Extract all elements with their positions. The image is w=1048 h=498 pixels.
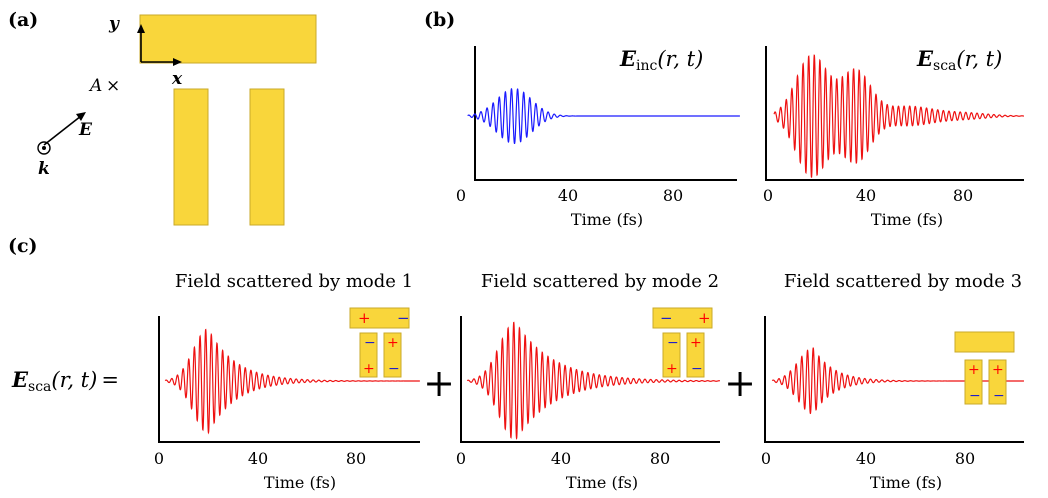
- chart-b-right-title: Esca(r, t): [916, 46, 1002, 74]
- left-rod-antenna: [173, 88, 209, 226]
- e-field-label: E: [78, 120, 93, 140]
- m3-rodR-bot: −: [993, 388, 1005, 404]
- b-left-xtick-80: 80: [663, 186, 683, 205]
- mode-3-charge-inset: + − + −: [954, 331, 1015, 405]
- c-lhs-equals: =: [101, 368, 119, 392]
- c2-xtick-80: 80: [650, 449, 670, 468]
- axis-y-label: y: [108, 14, 120, 34]
- chart-c3-series-line: [771, 347, 1024, 415]
- b-right-xtick-40: 40: [856, 186, 876, 205]
- c2-title: Field scattered by mode 2: [481, 271, 719, 292]
- b-left-title-main: E: [619, 46, 637, 71]
- c3-xtick-40: 40: [856, 449, 876, 468]
- m2-bar-minus: −: [660, 309, 673, 327]
- panel-c-label: (c): [8, 235, 38, 257]
- m1-rodR-top: +: [387, 335, 399, 351]
- chart-b-right: Esca(r, t) 0 40 80 Time (fs): [763, 46, 1025, 229]
- b-left-xtick-40: 40: [558, 186, 578, 205]
- c-lhs-args: (r, t): [51, 368, 97, 392]
- m1-bar-plus: +: [358, 309, 371, 327]
- c2-xlabel: Time (fs): [566, 473, 638, 492]
- c-lhs-sub: sca: [28, 379, 51, 395]
- chart-b-left: Einc(r, t) 0 40 80 Time (fs): [456, 46, 740, 229]
- b-left-xlabel: Time (fs): [571, 210, 643, 229]
- polarization-arrow-icon: [43, 112, 86, 146]
- chart-b-right-series-line: [773, 54, 1025, 178]
- m1-rodL-bot: +: [363, 361, 375, 377]
- chart-c2-series-line: [466, 321, 721, 440]
- point-a-label: A: [88, 76, 102, 96]
- k-vector-label: k: [38, 159, 50, 179]
- m1-bar-minus: −: [397, 309, 410, 327]
- mode-1-charge-inset: + − − + + −: [349, 307, 410, 378]
- m3-rodL-bot: −: [969, 388, 981, 404]
- panel-a-label: (a): [8, 9, 38, 31]
- plus-sign-1: +: [423, 361, 455, 405]
- chart-c-mode-3: Field scattered by mode 3 0 40 80 Time (…: [761, 271, 1024, 492]
- c-lhs-equation: Esca(r, t) =: [11, 367, 119, 395]
- m3-rodR-top: +: [992, 362, 1004, 378]
- chart-c2-axes: [460, 316, 720, 443]
- c3-xtick-0: 0: [761, 449, 771, 468]
- b-left-title-args: (r, t): [657, 47, 703, 71]
- b-right-xlabel: Time (fs): [871, 210, 943, 229]
- m2-bar-plus: +: [698, 309, 711, 327]
- m2-rodL-top: −: [667, 335, 679, 351]
- chart-b-right-axes: [765, 46, 1024, 181]
- m2-rodR-bot: −: [691, 361, 703, 377]
- b-right-xtick-0: 0: [763, 186, 773, 205]
- c1-title: Field scattered by mode 1: [175, 271, 413, 292]
- c1-xtick-0: 0: [154, 449, 164, 468]
- m2-rodR-top: +: [690, 335, 702, 351]
- c3-xtick-80: 80: [955, 449, 975, 468]
- chart-c3-axes: [764, 316, 1024, 443]
- point-a-marker: ×: [106, 76, 120, 96]
- chart-c-mode-2: Field scattered by mode 2 0 40 80 Time (…: [456, 271, 721, 492]
- panel-b-label: (b): [424, 9, 455, 31]
- b-right-title-main: E: [916, 46, 934, 71]
- chart-b-left-title: Einc(r, t): [619, 46, 703, 74]
- plus-sign-2: +: [724, 361, 756, 405]
- b-left-title-sub: inc: [636, 58, 657, 74]
- b-left-xtick-0: 0: [456, 186, 466, 205]
- chart-b-left-series-line: [467, 88, 740, 145]
- chart-c1-series-line: [164, 328, 420, 435]
- axis-x-label: x: [171, 69, 183, 89]
- top-bar-antenna: [139, 14, 317, 64]
- coordinate-axes-icon: [137, 24, 182, 66]
- c1-xtick-80: 80: [346, 449, 366, 468]
- chart-c1-axes: [158, 316, 420, 443]
- m1-rodL-top: −: [364, 335, 376, 351]
- mode-2-charge-inset: − + − + + −: [652, 307, 713, 378]
- c1-xtick-40: 40: [248, 449, 268, 468]
- right-rod-antenna: [249, 88, 285, 226]
- c2-xtick-0: 0: [456, 449, 466, 468]
- chart-c-mode-1: Field scattered by mode 1 0 40 80 Time (…: [154, 271, 420, 492]
- b-right-title-sub: sca: [933, 58, 956, 74]
- b-right-xtick-80: 80: [953, 186, 973, 205]
- m2-rodL-bot: +: [666, 361, 678, 377]
- b-right-title-args: (r, t): [956, 47, 1002, 71]
- c3-xlabel: Time (fs): [870, 473, 942, 492]
- c2-xtick-40: 40: [551, 449, 571, 468]
- m3-rodL-top: +: [968, 362, 980, 378]
- k-vector-out-of-page-icon: [37, 141, 51, 155]
- m1-rodR-bot: −: [388, 361, 400, 377]
- c3-title: Field scattered by mode 3: [784, 271, 1022, 292]
- c-lhs-main: E: [11, 367, 29, 392]
- c1-xlabel: Time (fs): [264, 473, 336, 492]
